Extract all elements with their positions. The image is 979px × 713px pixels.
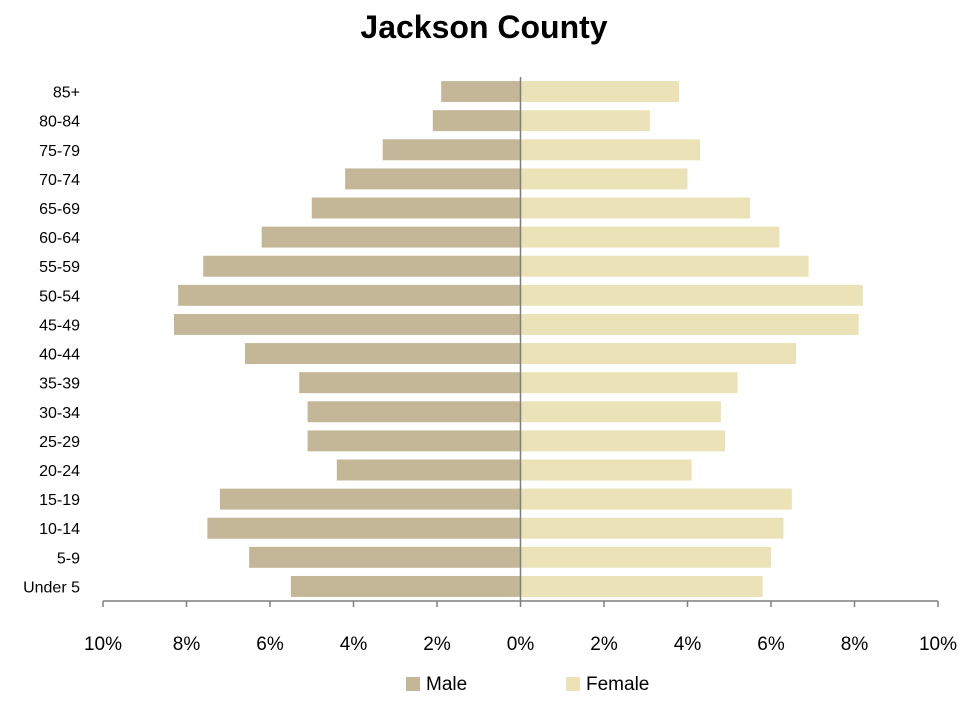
bar-female-55-59 — [520, 255, 809, 277]
bar-female-20-24 — [520, 459, 692, 481]
x-tick-label: 8% — [841, 634, 869, 655]
x-tick-label: 10% — [84, 634, 122, 655]
x-tick-label: 4% — [340, 634, 368, 655]
bar-female-85 — [520, 81, 680, 103]
x-tick-label: 10% — [919, 634, 957, 655]
bar-male-under-5 — [290, 575, 521, 597]
bar-male-30-34 — [307, 401, 521, 423]
x-tick-label: 6% — [757, 634, 785, 655]
bar-male-85 — [441, 81, 521, 103]
x-tick-label: 8% — [173, 634, 201, 655]
bar-male-15-19 — [219, 488, 521, 510]
legend-swatch-female — [566, 677, 580, 691]
bar-male-25-29 — [307, 430, 521, 452]
bar-male-45-49 — [173, 313, 521, 335]
legend-label-female: Female — [586, 674, 649, 695]
bar-male-80-84 — [432, 110, 521, 132]
age-label-45-49: 45-49 — [39, 317, 80, 334]
age-label-80-84: 80-84 — [39, 114, 80, 131]
age-label-55-59: 55-59 — [39, 259, 80, 276]
bar-female-40-44 — [520, 343, 797, 365]
age-label-5-9: 5-9 — [57, 550, 80, 567]
bar-male-75-79 — [382, 139, 521, 161]
bar-female-45-49 — [520, 313, 859, 335]
age-label-under-5: Under 5 — [23, 579, 80, 596]
bar-male-60-64 — [261, 226, 521, 248]
bar-female-50-54 — [520, 284, 863, 306]
female-bars — [520, 81, 863, 597]
bar-female-15-19 — [520, 488, 792, 510]
bar-female-5-9 — [520, 546, 771, 568]
bar-female-25-29 — [520, 430, 726, 452]
bar-female-65-69 — [520, 197, 751, 219]
age-label-85: 85+ — [53, 85, 80, 102]
age-group-labels: 85+ 80-84 75-79 70-74 65-69 60-64 55-59 50-54 45… — [23, 85, 80, 597]
bar-male-55-59 — [203, 255, 521, 277]
x-ticks: 10% 8% 6% 4% 2% 0% 2% 4% 6% 8% 10% — [84, 601, 957, 655]
bar-female-30-34 — [520, 401, 721, 423]
bar-female-10-14 — [520, 517, 784, 539]
legend-swatch-male — [406, 677, 420, 691]
bar-female-35-39 — [520, 372, 738, 394]
age-label-30-34: 30-34 — [39, 405, 80, 422]
chart-title: Jackson County — [360, 9, 607, 45]
male-bars — [173, 81, 521, 597]
age-label-65-69: 65-69 — [39, 201, 80, 218]
age-label-20-24: 20-24 — [39, 463, 80, 480]
x-tick-label: 6% — [256, 634, 284, 655]
x-tick-label: 2% — [590, 634, 618, 655]
age-label-70-74: 70-74 — [39, 172, 80, 189]
legend: Male Female — [406, 674, 649, 695]
age-label-75-79: 75-79 — [39, 143, 80, 160]
age-label-40-44: 40-44 — [39, 347, 80, 364]
bar-female-under-5 — [520, 575, 763, 597]
age-label-25-29: 25-29 — [39, 434, 80, 451]
age-label-50-54: 50-54 — [39, 288, 80, 305]
bar-female-60-64 — [520, 226, 780, 248]
bar-male-10-14 — [207, 517, 521, 539]
age-label-35-39: 35-39 — [39, 376, 80, 393]
bar-male-5-9 — [249, 546, 521, 568]
legend-label-male: Male — [426, 674, 467, 695]
bar-male-50-54 — [178, 284, 521, 306]
bar-male-40-44 — [244, 343, 521, 365]
age-label-60-64: 60-64 — [39, 230, 80, 247]
bar-female-75-79 — [520, 139, 701, 161]
bar-female-80-84 — [520, 110, 650, 132]
bar-male-20-24 — [336, 459, 521, 481]
bar-female-70-74 — [520, 168, 688, 190]
age-label-10-14: 10-14 — [39, 521, 80, 538]
x-tick-label: 2% — [423, 634, 451, 655]
bar-male-65-69 — [311, 197, 521, 219]
x-tick-label: 0% — [507, 634, 535, 655]
x-tick-label: 4% — [674, 634, 702, 655]
age-label-15-19: 15-19 — [39, 492, 80, 509]
bar-male-70-74 — [345, 168, 521, 190]
bar-male-35-39 — [299, 372, 521, 394]
